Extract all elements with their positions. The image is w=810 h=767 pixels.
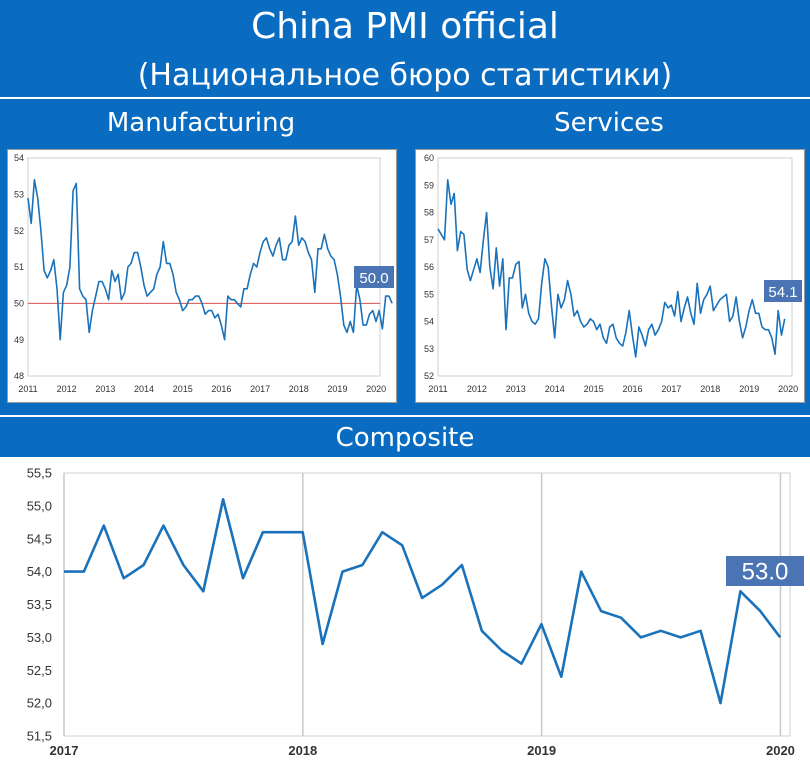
composite-y-tick-label: 52,5 bbox=[27, 663, 52, 678]
composite-x-tick-label: 2018 bbox=[288, 743, 317, 758]
composite-y-tick-label: 51,5 bbox=[27, 729, 52, 744]
manufacturing-x-tick-label: 2019 bbox=[327, 384, 347, 394]
page-title: China PMI official bbox=[251, 6, 559, 47]
services-x-tick-label: 2018 bbox=[700, 384, 720, 394]
services-y-tick-label: 54 bbox=[424, 317, 434, 327]
services-x-tick-label: 2020 bbox=[778, 384, 798, 394]
manufacturing-x-tick-label: 2017 bbox=[250, 384, 270, 394]
page-subtitle: (Национальное бюро статистики) bbox=[137, 58, 673, 93]
services-x-tick-label: 2012 bbox=[467, 384, 487, 394]
services-chart: 52 53 54 55 56 57 58 59 60 2011 2012 2013 2014 2015 20… bbox=[424, 153, 802, 394]
title-band: China PMI official (Национальное бюро ст… bbox=[0, 0, 810, 97]
services-x-tick-label: 2011 bbox=[428, 384, 447, 394]
composite-x-tick-label: 2020 bbox=[766, 743, 795, 758]
composite-band: Composite bbox=[0, 417, 810, 457]
manufacturing-last-value-badge bbox=[354, 266, 394, 288]
services-y-tick-label: 55 bbox=[424, 289, 434, 299]
manufacturing-y-tick-label: 50 bbox=[14, 298, 24, 308]
services-last-value-label: 54.1 bbox=[768, 284, 797, 301]
manufacturing-y-tick-label: 51 bbox=[14, 262, 24, 272]
composite-y-tick-label: 53,0 bbox=[27, 630, 52, 645]
manufacturing-series-line bbox=[27, 178, 393, 341]
services-x-tick-label: 2013 bbox=[506, 384, 526, 394]
services-y-tick-label: 60 bbox=[424, 153, 434, 163]
manufacturing-last-value-label: 50.0 bbox=[359, 270, 388, 287]
services-y-tick-label: 59 bbox=[424, 180, 434, 190]
composite-chart-panel: 51,5 52,0 52,5 53,0 53,5 54,0 54,5 55,0 55,5 2017… bbox=[4, 461, 806, 763]
services-x-tick-label: 2019 bbox=[739, 384, 759, 394]
services-y-tick-label: 53 bbox=[424, 344, 434, 354]
manufacturing-x-tick-label: 2012 bbox=[57, 384, 77, 394]
services-chart-panel: 52 53 54 55 56 57 58 59 60 2011 2012 2013 2014 2015 20… bbox=[415, 149, 805, 403]
composite-y-tick-label: 53,5 bbox=[27, 597, 52, 612]
manufacturing-x-tick-label: 2011 bbox=[18, 384, 37, 394]
manufacturing-y-tick-label: 53 bbox=[14, 189, 24, 199]
services-heading: Services bbox=[554, 108, 664, 138]
manufacturing-chart: 48 49 50 51 52 53 54 2011 2012 2013 2014 2015 2016 20… bbox=[14, 153, 394, 394]
composite-last-value-badge bbox=[726, 556, 804, 586]
services-y-tick-label: 57 bbox=[424, 235, 434, 245]
manufacturing-y-tick-label: 54 bbox=[14, 153, 24, 163]
composite-y-tick-label: 54,5 bbox=[27, 531, 52, 546]
manufacturing-chart-panel: 48 49 50 51 52 53 54 2011 2012 2013 2014 2015 2016 20… bbox=[7, 149, 397, 403]
manufacturing-y-tick-label: 52 bbox=[14, 226, 24, 236]
services-y-tick-label: 58 bbox=[424, 208, 434, 218]
services-x-tick-label: 2017 bbox=[661, 384, 681, 394]
composite-chart: 51,5 52,0 52,5 53,0 53,5 54,0 54,5 55,0 55,5 2017… bbox=[27, 466, 804, 758]
composite-x-tick-label: 2017 bbox=[50, 743, 79, 758]
composite-last-value-label: 53.0 bbox=[742, 558, 789, 585]
manufacturing-heading: Manufacturing bbox=[106, 108, 296, 138]
services-y-tick-label: 52 bbox=[424, 371, 434, 381]
composite-y-tick-label: 55,5 bbox=[27, 466, 52, 481]
composite-x-tick-label: 2019 bbox=[527, 743, 556, 758]
manufacturing-x-tick-label: 2018 bbox=[289, 384, 309, 394]
services-x-tick-label: 2016 bbox=[622, 384, 642, 394]
manufacturing-plot-frame bbox=[27, 157, 381, 377]
manufacturing-x-tick-label: 2020 bbox=[366, 384, 386, 394]
composite-series-line bbox=[64, 497, 782, 705]
manufacturing-x-tick-label: 2013 bbox=[95, 384, 115, 394]
services-x-tick-label: 2014 bbox=[545, 384, 565, 394]
composite-heading: Composite bbox=[335, 423, 475, 453]
manufacturing-x-tick-label: 2015 bbox=[173, 384, 193, 394]
composite-plot-frame bbox=[63, 472, 791, 737]
manufacturing-y-tick-label: 49 bbox=[14, 335, 24, 345]
manufacturing-x-tick-label: 2016 bbox=[211, 384, 231, 394]
composite-y-tick-label: 52,0 bbox=[27, 696, 52, 711]
services-series-line bbox=[437, 178, 786, 358]
composite-y-tick-label: 55,0 bbox=[27, 498, 52, 513]
services-x-tick-label: 2015 bbox=[584, 384, 604, 394]
services-last-value-badge bbox=[764, 280, 802, 302]
services-plot-frame bbox=[437, 157, 793, 377]
services-y-tick-label: 56 bbox=[424, 262, 434, 272]
manufacturing-x-tick-label: 2014 bbox=[134, 384, 154, 394]
manufacturing-y-tick-label: 48 bbox=[14, 371, 24, 381]
composite-y-tick-label: 54,0 bbox=[27, 564, 52, 579]
